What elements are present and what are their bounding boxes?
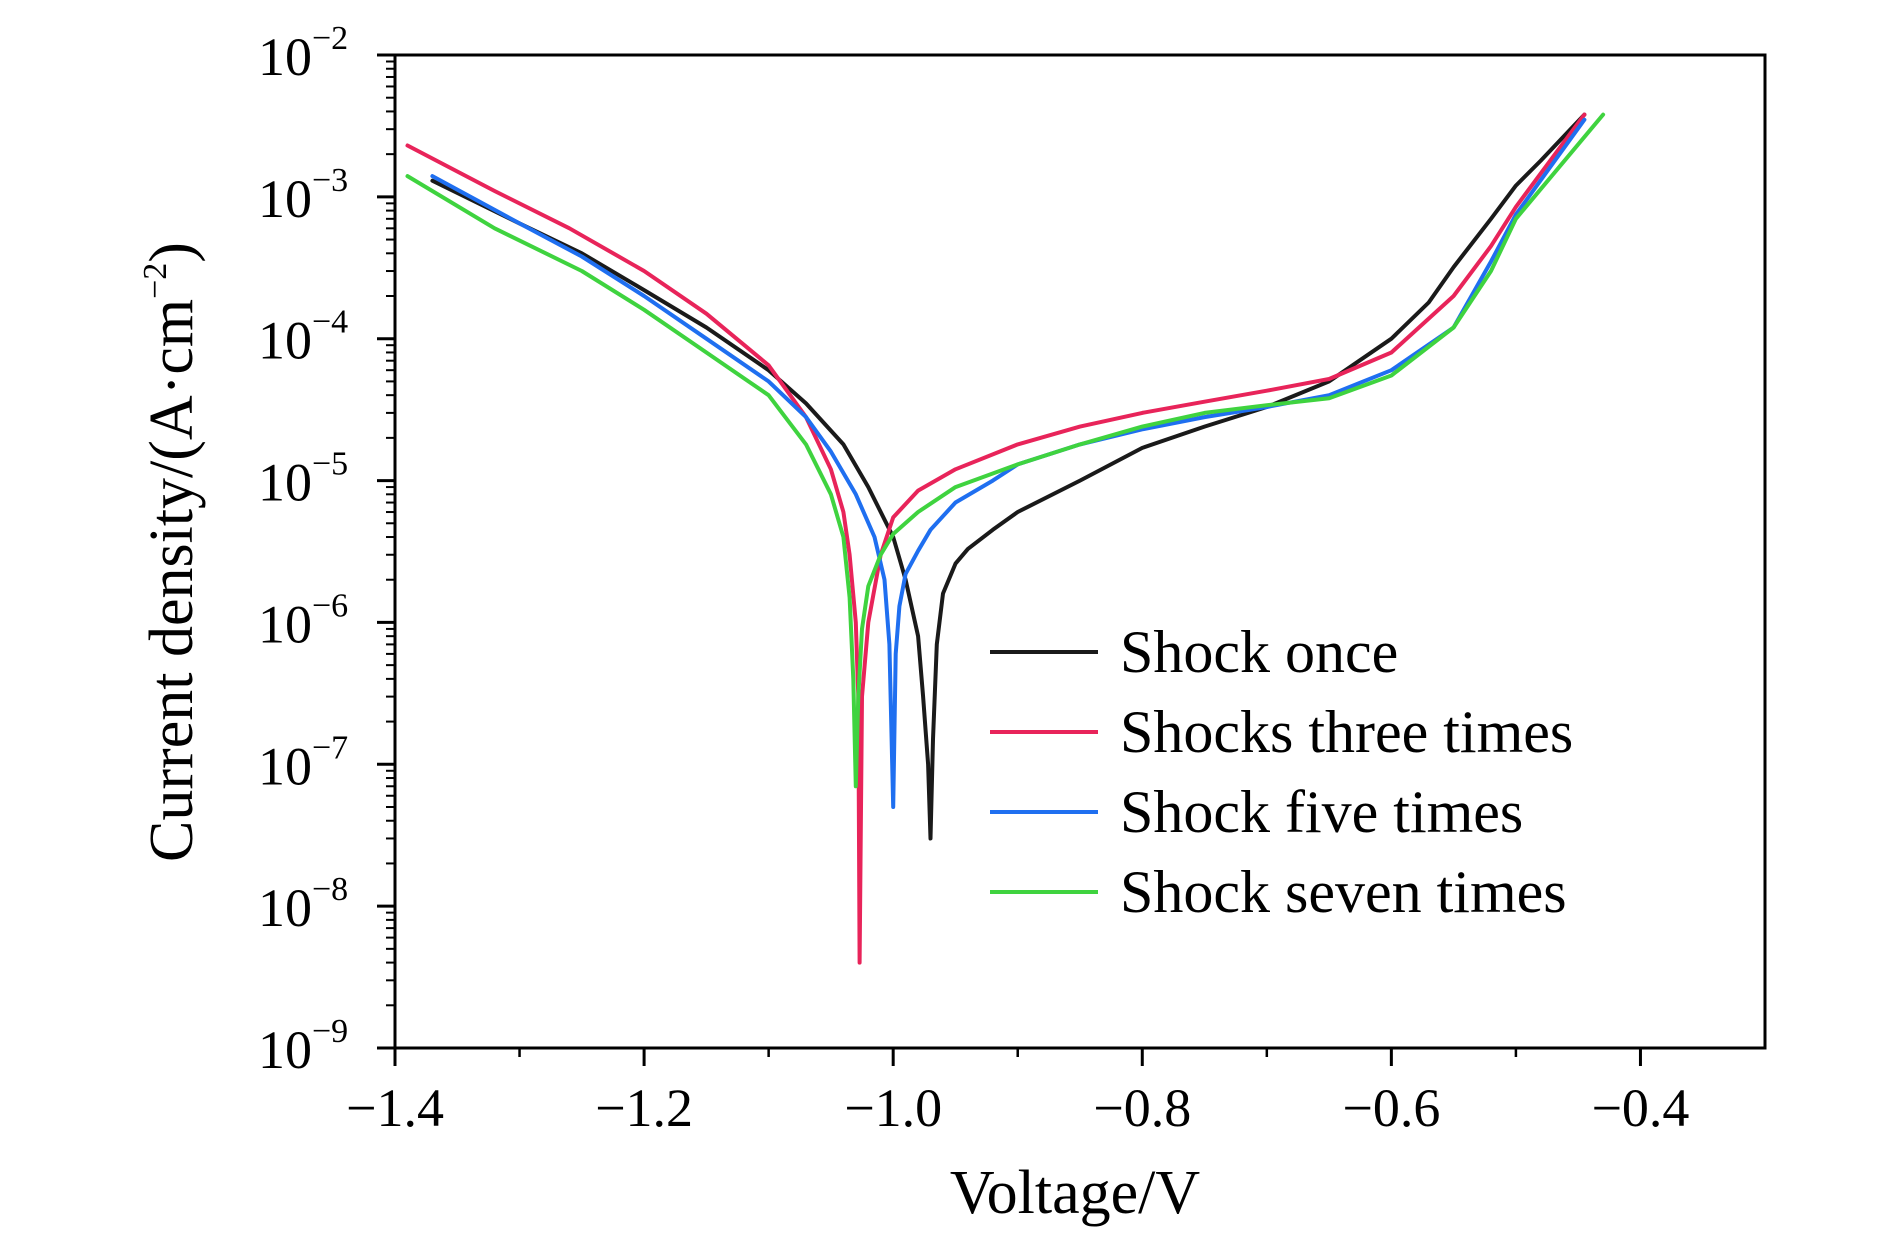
- x-tick-label: −0.6: [1342, 1078, 1440, 1138]
- y-tick-label: 10−6: [258, 587, 348, 654]
- y-tick-label: 10−4: [258, 304, 348, 371]
- legend-label: Shocks three times: [1120, 699, 1573, 765]
- series-line-1: [430, 112, 1587, 841]
- series-line-2: [405, 112, 1587, 965]
- legend: Shock once Shocks three times Shock five t…: [990, 619, 1573, 925]
- y-tick-label: 10−2: [258, 20, 348, 87]
- y-axis-title-sup: −2: [137, 263, 174, 299]
- series-line-4: [405, 112, 1606, 789]
- series-line-3: [430, 117, 1587, 809]
- y-axis: 10−2 10−3 10−4 10−5 10−6 10−7 10−8 10−9: [258, 20, 395, 1080]
- x-tick-label: −0.8: [1093, 1078, 1191, 1138]
- plot-series-group: [405, 112, 1606, 965]
- x-tick-label: −1.2: [595, 1078, 693, 1138]
- y-tick-label: 10−7: [258, 729, 348, 796]
- x-axis-title: Voltage/V: [950, 1159, 1200, 1227]
- x-axis: −1.4 −1.2 −1.0 −0.8 −0.6 −0.4: [346, 1048, 1689, 1138]
- legend-label: Shock five times: [1120, 779, 1523, 845]
- x-tick-label: −0.4: [1591, 1078, 1689, 1138]
- y-tick-label: 10−9: [258, 1013, 348, 1080]
- plot-frame: [393, 53, 1767, 1050]
- y-tick-label: 10−3: [258, 162, 348, 229]
- y-tick-label: 10−8: [258, 871, 348, 938]
- y-axis-title: Current density/(A·cm−2): [137, 242, 206, 862]
- legend-label: Shock seven times: [1120, 859, 1567, 925]
- y-axis-title-main: Current density/(A·cm: [138, 299, 206, 862]
- x-tick-label: −1.4: [346, 1078, 444, 1138]
- x-tick-label: −1.0: [844, 1078, 942, 1138]
- y-axis-title-close: ): [138, 242, 206, 263]
- legend-label: Shock once: [1120, 619, 1398, 685]
- y-tick-label: 10−5: [258, 446, 348, 513]
